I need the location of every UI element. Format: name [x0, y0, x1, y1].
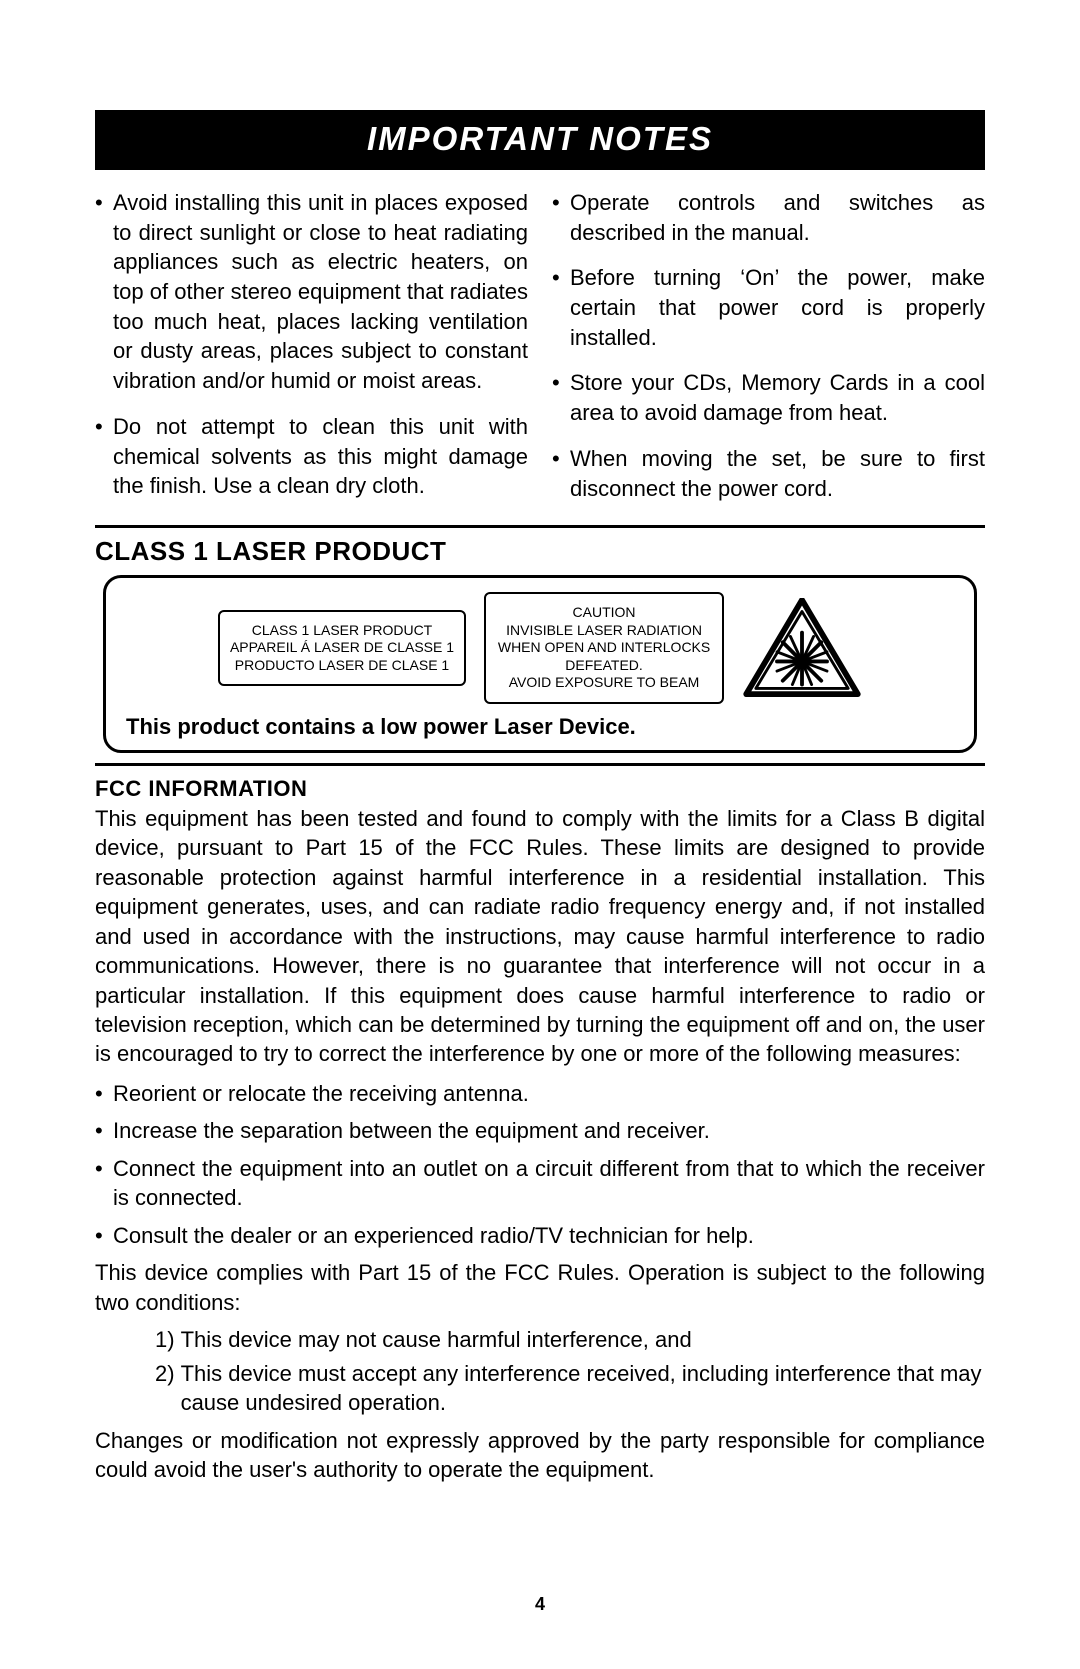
note-item: Operate controls and switches as describ… — [552, 188, 985, 247]
laser-class-label: CLASS 1 LASER PRODUCT APPAREIL Á LASER D… — [218, 610, 466, 687]
label-line: AVOID EXPOSURE TO BEAM — [496, 674, 712, 692]
note-item: Avoid installing this unit in places exp… — [95, 188, 528, 396]
laser-caption: This product contains a low power Laser … — [120, 714, 960, 740]
laser-caution-label: CAUTION INVISIBLE LASER RADIATION WHEN O… — [484, 592, 724, 704]
laser-info-box: CLASS 1 LASER PRODUCT APPAREIL Á LASER D… — [103, 575, 977, 753]
condition-number: 2) — [155, 1359, 175, 1418]
page-number: 4 — [0, 1594, 1080, 1615]
fcc-measure-item: Connect the equipment into an outlet on … — [95, 1154, 985, 1213]
page-title-banner: IMPORTANT NOTES — [95, 110, 985, 170]
laser-hazard-icon — [742, 598, 862, 698]
laser-labels-row: CLASS 1 LASER PRODUCT APPAREIL Á LASER D… — [120, 592, 960, 704]
note-item: Do not attempt to clean this unit with c… — [95, 412, 528, 501]
fcc-condition: 2) This device must accept any interfere… — [155, 1359, 985, 1418]
label-line: CLASS 1 LASER PRODUCT — [230, 622, 454, 640]
notes-left-column: Avoid installing this unit in places exp… — [95, 188, 528, 519]
label-line: WHEN OPEN AND INTERLOCKS — [496, 639, 712, 657]
note-item: Before turning ‘On’ the power, make cert… — [552, 263, 985, 352]
fcc-section-heading: FCC INFORMATION — [95, 776, 985, 802]
label-line: APPAREIL Á LASER DE CLASSE 1 — [230, 639, 454, 657]
fcc-condition: 1) This device may not cause harmful int… — [155, 1325, 985, 1354]
fcc-measure-item: Consult the dealer or an experienced rad… — [95, 1221, 985, 1250]
laser-section-heading: CLASS 1 LASER PRODUCT — [95, 536, 985, 567]
fcc-conditions-list: 1) This device may not cause harmful int… — [155, 1325, 985, 1417]
note-item: Store your CDs, Memory Cards in a cool a… — [552, 368, 985, 427]
fcc-measure-item: Reorient or relocate the receiving anten… — [95, 1079, 985, 1108]
fcc-body-text: This equipment has been tested and found… — [95, 804, 985, 1069]
condition-text: This device must accept any interference… — [181, 1359, 985, 1418]
label-line: CAUTION — [496, 604, 712, 622]
notes-right-column: Operate controls and switches as describ… — [552, 188, 985, 519]
condition-text: This device may not cause harmful interf… — [181, 1325, 985, 1354]
label-line: PRODUCTO LASER DE CLASE 1 — [230, 657, 454, 675]
note-item: When moving the set, be sure to first di… — [552, 444, 985, 503]
condition-number: 1) — [155, 1325, 175, 1354]
fcc-measures-list: Reorient or relocate the receiving anten… — [95, 1079, 985, 1250]
divider — [95, 763, 985, 766]
fcc-measure-item: Increase the separation between the equi… — [95, 1116, 985, 1145]
notes-columns: Avoid installing this unit in places exp… — [95, 188, 985, 519]
fcc-compliance-text: This device complies with Part 15 of the… — [95, 1258, 985, 1317]
label-line: DEFEATED. — [496, 657, 712, 675]
label-line: INVISIBLE LASER RADIATION — [496, 622, 712, 640]
manual-page: IMPORTANT NOTES Avoid installing this un… — [0, 0, 1080, 1485]
divider — [95, 525, 985, 528]
fcc-changes-text: Changes or modification not expressly ap… — [95, 1426, 985, 1485]
